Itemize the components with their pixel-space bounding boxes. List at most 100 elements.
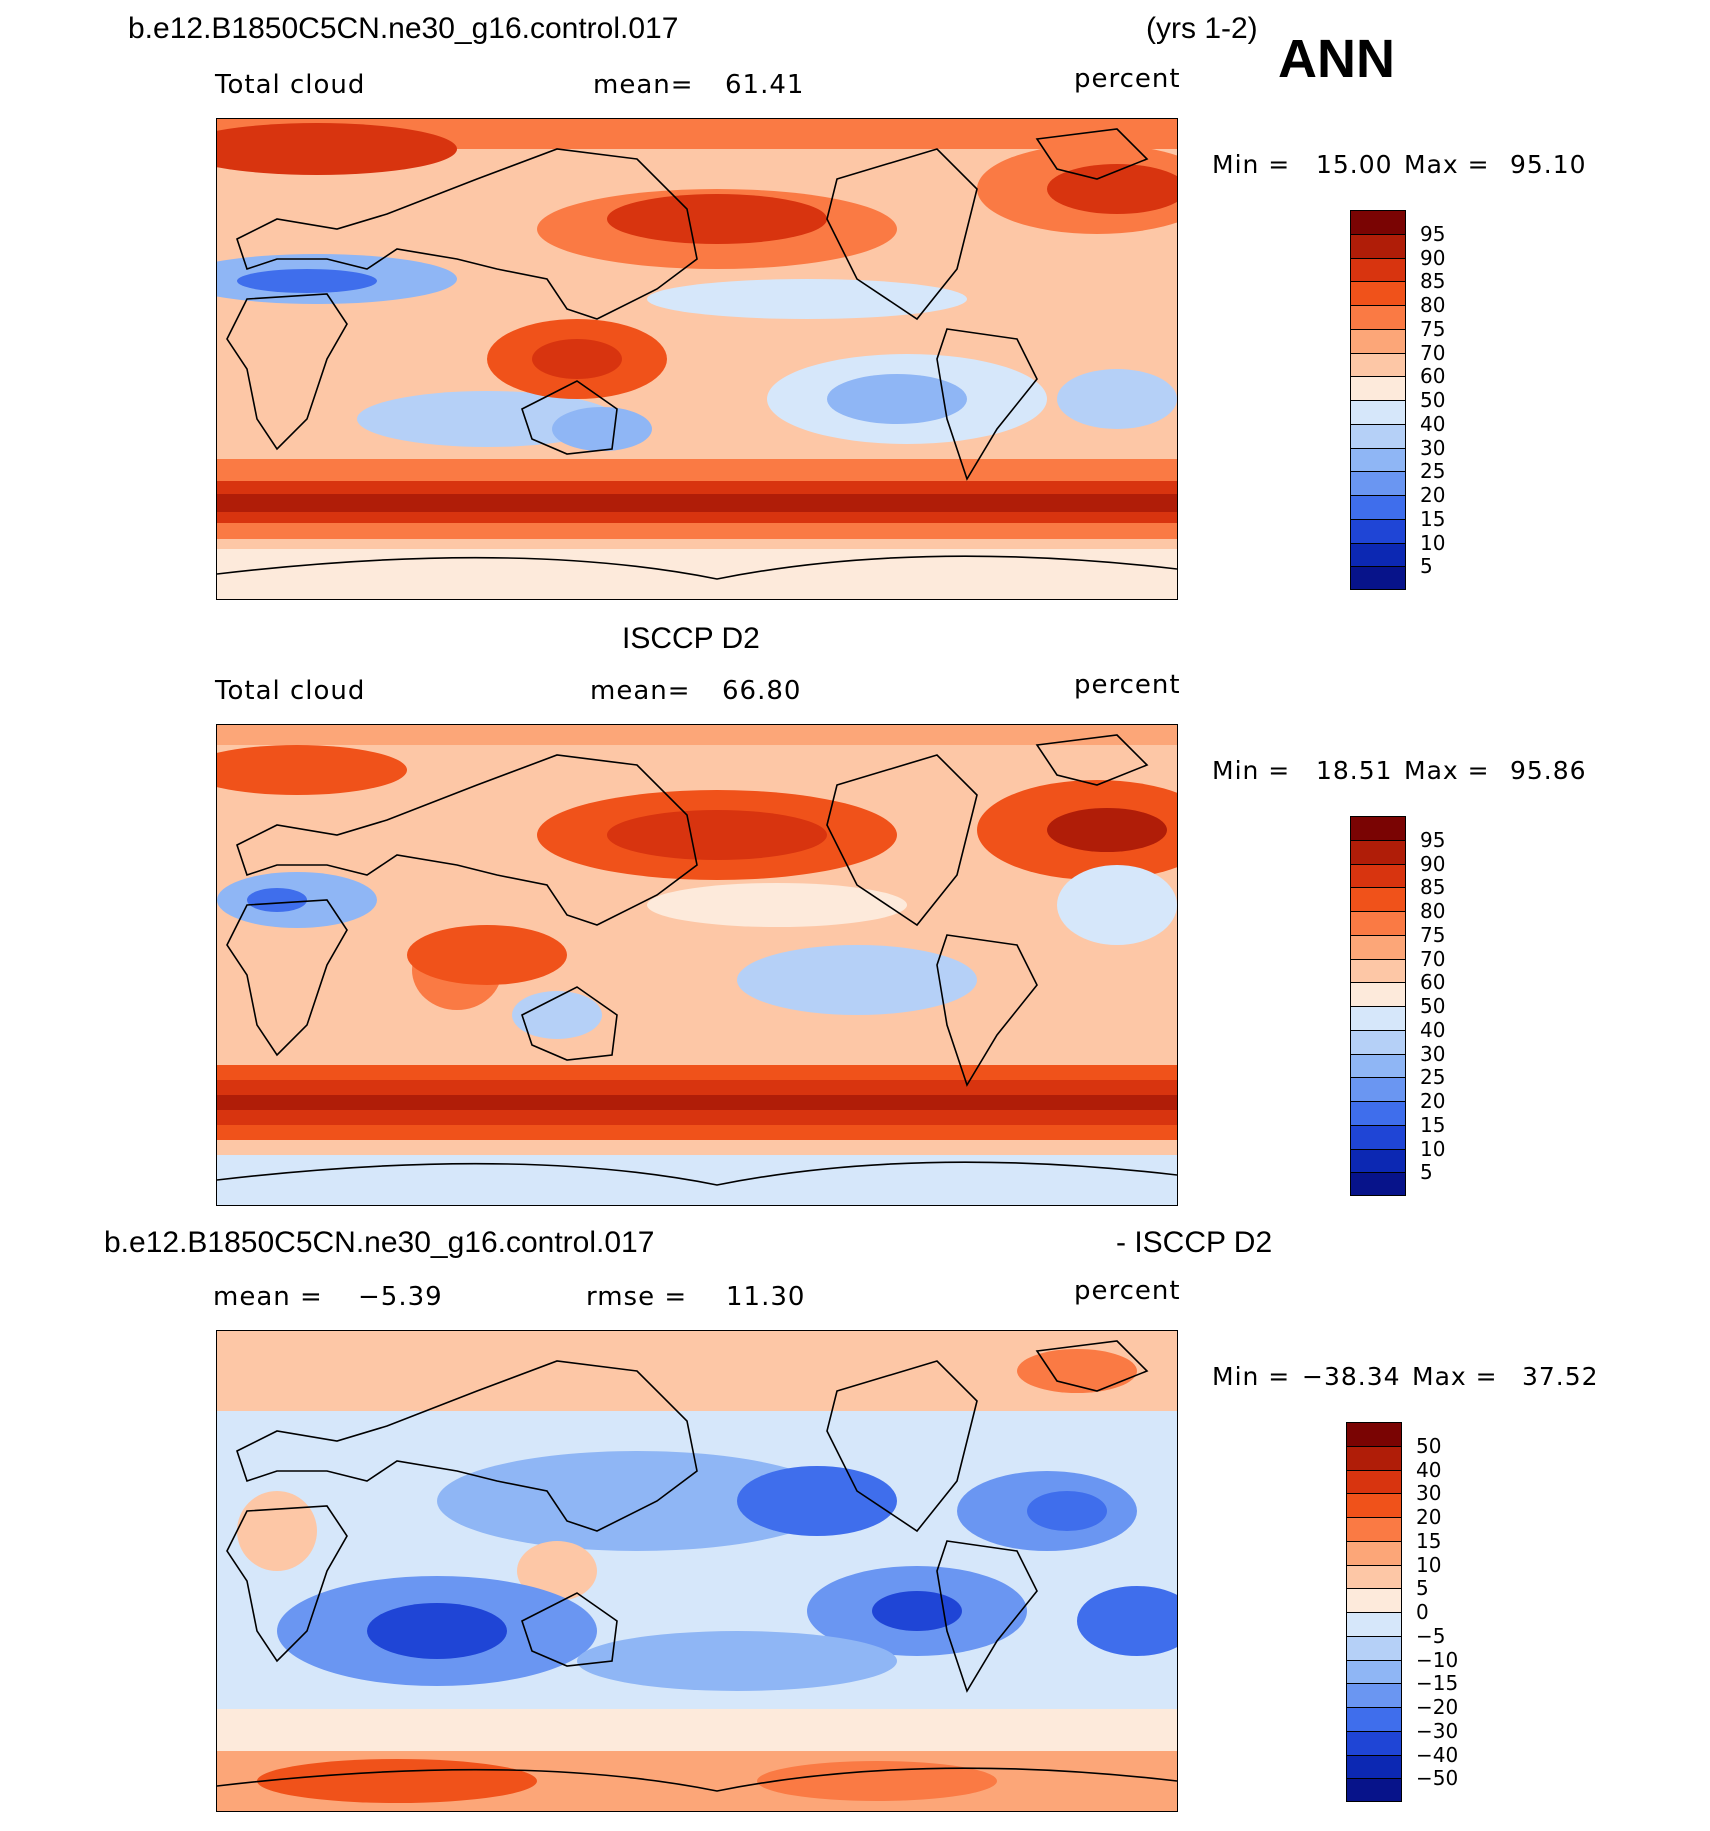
panel2-title: ISCCP D2 (622, 622, 760, 655)
colorbar-tick-label: 50 (1420, 388, 1446, 412)
field-contour (757, 1761, 997, 1801)
colorbar-tick-label: 40 (1416, 1457, 1442, 1482)
panel1-mean-label: mean= (593, 70, 694, 100)
field-contour (217, 1095, 1177, 1110)
colorbar-swatch (1350, 447, 1406, 472)
colorbar-tick-label: 85 (1420, 269, 1446, 294)
field-contour (217, 549, 1177, 599)
australia-coastline (521, 380, 618, 455)
field-contour (607, 810, 827, 860)
colorbar-swatch (1346, 1683, 1402, 1707)
colorbar-swatch (1350, 934, 1406, 959)
field-contour (1057, 369, 1177, 429)
south-america-coastline (936, 328, 1038, 481)
colorbar-swatch (1350, 495, 1406, 519)
colorbar-tick-label: 30 (1416, 1481, 1442, 1506)
colorbar-tick-label: 15 (1420, 506, 1446, 531)
field-contour (1047, 808, 1167, 852)
panel3-max-label: Max = (1412, 1362, 1498, 1391)
panel1-max-value: 95.10 (1510, 150, 1587, 179)
panel1-min-label: Min = (1212, 150, 1291, 179)
colorbar-tick-label: 5 (1420, 554, 1433, 579)
field-contour (607, 194, 827, 244)
field-contour (532, 339, 622, 379)
colorbar-tick-label: 50 (1420, 994, 1446, 1018)
africa-coastline (226, 1505, 348, 1663)
colorbar-tick-label: 70 (1420, 946, 1446, 971)
colorbar-tick-label: 90 (1420, 851, 1446, 876)
colorbar-tick-label: −5 (1416, 1623, 1446, 1648)
colorbar-tick-label: 10 (1420, 1136, 1446, 1161)
colorbar-tick-label: 75 (1420, 922, 1446, 947)
colorbar-tick-label: −15 (1416, 1671, 1459, 1696)
panel3-rmse-value: 11.30 (726, 1282, 806, 1312)
colorbar-tick-label: 20 (1420, 483, 1446, 507)
colorbar-tick-label: 95 (1420, 221, 1446, 246)
panel2-min-value: 18.51 (1316, 756, 1393, 785)
colorbar-swatch (1350, 982, 1406, 1006)
panel2-units: percent (1074, 670, 1181, 700)
panel3-mean-label: mean = (213, 1282, 323, 1312)
colorbar-swatch (1350, 400, 1406, 424)
colorbar-tick-label: 20 (1420, 1089, 1446, 1113)
colorbar-swatch (1350, 1053, 1406, 1078)
colorbar-tick-label: 75 (1420, 316, 1446, 341)
field-contour (407, 925, 567, 985)
colorbar-swatch (1350, 352, 1406, 377)
years-label: (yrs 1-2) (1146, 12, 1258, 45)
colorbar-tick-label: −30 (1416, 1718, 1459, 1743)
field-contour (1057, 865, 1177, 945)
colorbar-swatch (1350, 1077, 1406, 1101)
field-contour (647, 279, 967, 319)
field-contour (872, 1591, 962, 1631)
africa-coastline (226, 899, 348, 1057)
panel3-map-svg (217, 1331, 1177, 1811)
colorbar-tick-label: 40 (1420, 1017, 1446, 1042)
season-label: ANN (1278, 29, 1395, 89)
field-contour (552, 407, 652, 451)
greenland-coastline (1035, 734, 1149, 786)
field-contour (357, 391, 617, 447)
panel1-variable: Total cloud (215, 70, 366, 100)
colorbar-tick-label: 80 (1420, 899, 1446, 923)
colorbar-swatch (1346, 1659, 1402, 1684)
antarctica-coastline (217, 555, 1177, 580)
panel3-title-right: - ISCCP D2 (1116, 1226, 1273, 1259)
africa-coastline (226, 293, 348, 451)
field-contour (1077, 1586, 1177, 1656)
panel2-colorbar: 95 90 85 80 75 70 60 50 40 30 25 20 15 10 5 (1350, 816, 1470, 1196)
colorbar-tick-label: 25 (1420, 1065, 1446, 1090)
colorbar-swatch (1346, 1635, 1402, 1660)
colorbar-tick-label: 20 (1416, 1505, 1442, 1529)
panel3-mean-value: −5.39 (358, 1282, 443, 1312)
colorbar-swatch (1346, 1778, 1402, 1802)
colorbar-tick-label: 10 (1416, 1552, 1442, 1577)
field-contour (217, 494, 1177, 512)
field-contour (737, 945, 977, 1015)
eurasia-coastline (236, 754, 698, 926)
colorbar-tick-label: 30 (1420, 1041, 1446, 1066)
colorbar-swatch (1350, 839, 1406, 864)
colorbar-tick-label: 5 (1420, 1160, 1433, 1185)
panel2-mean-label: mean= (590, 676, 691, 706)
colorbar-swatch (1346, 1588, 1402, 1612)
panel1-map-svg (217, 119, 1177, 599)
colorbar-tick-label: 25 (1420, 459, 1446, 484)
colorbar-swatch (1350, 542, 1406, 567)
colorbar-tick-label: 30 (1420, 435, 1446, 460)
colorbar-swatch (1350, 305, 1406, 329)
panel2-max-value: 95.86 (1510, 756, 1587, 785)
colorbar-swatch (1346, 1754, 1402, 1779)
colorbar-tick-label: 5 (1416, 1576, 1429, 1601)
panel2-min-label: Min = (1212, 756, 1291, 785)
colorbar-swatch (1350, 816, 1406, 840)
colorbar-tick-label: −40 (1416, 1742, 1459, 1767)
colorbar-swatch (1346, 1612, 1402, 1636)
panel2-variable: Total cloud (215, 676, 366, 706)
panel3-rmse-label: rmse = (586, 1282, 688, 1312)
colorbar-tick-label: 80 (1420, 293, 1446, 317)
colorbar-swatch (1346, 1445, 1402, 1470)
colorbar-swatch (1346, 1540, 1402, 1565)
greenland-coastline (1035, 1340, 1149, 1392)
colorbar-tick-label: −20 (1416, 1695, 1459, 1719)
